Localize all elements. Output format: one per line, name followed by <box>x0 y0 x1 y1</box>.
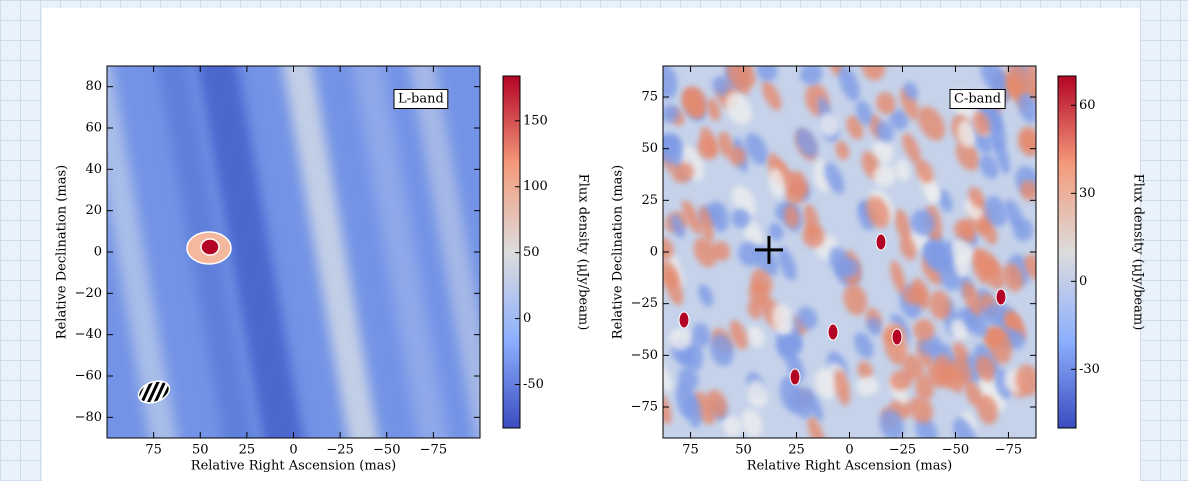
x-axis-label: Relative Right Ascension (mas) <box>747 459 952 474</box>
hot-spot <box>892 329 902 345</box>
y-tick-label: −50 <box>631 348 658 363</box>
x-tick-label: −75 <box>420 443 447 458</box>
x-axis-label: Relative Right Ascension (mas) <box>191 459 396 474</box>
source-core <box>201 239 219 255</box>
y-tick-label: 25 <box>641 193 658 208</box>
panel-label: C-band <box>954 92 1001 107</box>
hot-spot <box>679 312 689 328</box>
cbar-tick-label: -50 <box>523 377 544 392</box>
x-tick-label: −50 <box>373 443 400 458</box>
colorbar <box>1058 76 1076 428</box>
y-tick-label: −25 <box>631 296 658 311</box>
y-tick-label: 80 <box>85 79 102 94</box>
x-tick-label: −75 <box>995 443 1022 458</box>
hot-spot <box>790 369 800 385</box>
cbar-tick-label: -30 <box>1079 362 1100 377</box>
map-image <box>648 51 1049 453</box>
y-tick-label: −75 <box>631 400 658 415</box>
x-tick-label: 25 <box>239 443 256 458</box>
x-tick-label: −50 <box>942 443 969 458</box>
cbar-tick-label: 0 <box>1079 274 1087 289</box>
x-tick-label: 75 <box>682 443 699 458</box>
y-tick-label: −60 <box>75 369 102 384</box>
hot-spot <box>828 324 838 340</box>
y-tick-label: −40 <box>75 327 102 342</box>
cbar-label: Flux density (μJy/beam) <box>576 174 591 331</box>
x-tick-label: −25 <box>889 443 916 458</box>
x-tick-label: 50 <box>192 443 209 458</box>
hot-spot <box>876 234 886 250</box>
y-tick-label: 60 <box>85 121 102 136</box>
y-tick-label: 50 <box>641 141 658 156</box>
x-tick-label: 75 <box>145 443 162 458</box>
cbar-tick-label: 50 <box>523 245 540 260</box>
panel-label: L-band <box>398 92 444 107</box>
x-tick-label: 0 <box>845 443 853 458</box>
cbar-label: Flux density (μJy/beam) <box>1131 174 1146 331</box>
y-tick-label: 40 <box>85 162 102 177</box>
y-tick-label: 0 <box>94 245 102 260</box>
y-tick-label: −20 <box>75 286 102 301</box>
x-tick-label: −25 <box>326 443 353 458</box>
x-tick-label: 0 <box>289 443 297 458</box>
colorbar <box>503 76 520 428</box>
x-tick-label: 50 <box>735 443 752 458</box>
cbar-tick-label: 100 <box>523 179 548 194</box>
cbar-tick-label: 150 <box>523 113 548 128</box>
y-tick-label: 20 <box>85 203 102 218</box>
y-axis-label: Relative Declination (mas) <box>55 165 70 339</box>
cbar-tick-label: 30 <box>1079 186 1096 201</box>
y-tick-label: 75 <box>641 90 658 105</box>
hot-spot <box>996 289 1006 305</box>
y-tick-label: 0 <box>650 245 658 260</box>
x-tick-label: 25 <box>788 443 805 458</box>
y-axis-label: Relative Declination (mas) <box>611 165 626 339</box>
figure: 75 50 25 0 −25 −50 −75 −80 −60 −40 −20 0 20 40 60 80 Rel… <box>0 0 1188 481</box>
cbar-tick-label: 60 <box>1079 98 1096 113</box>
y-tick-label: −80 <box>75 410 102 425</box>
cbar-tick-label: 0 <box>523 311 531 326</box>
